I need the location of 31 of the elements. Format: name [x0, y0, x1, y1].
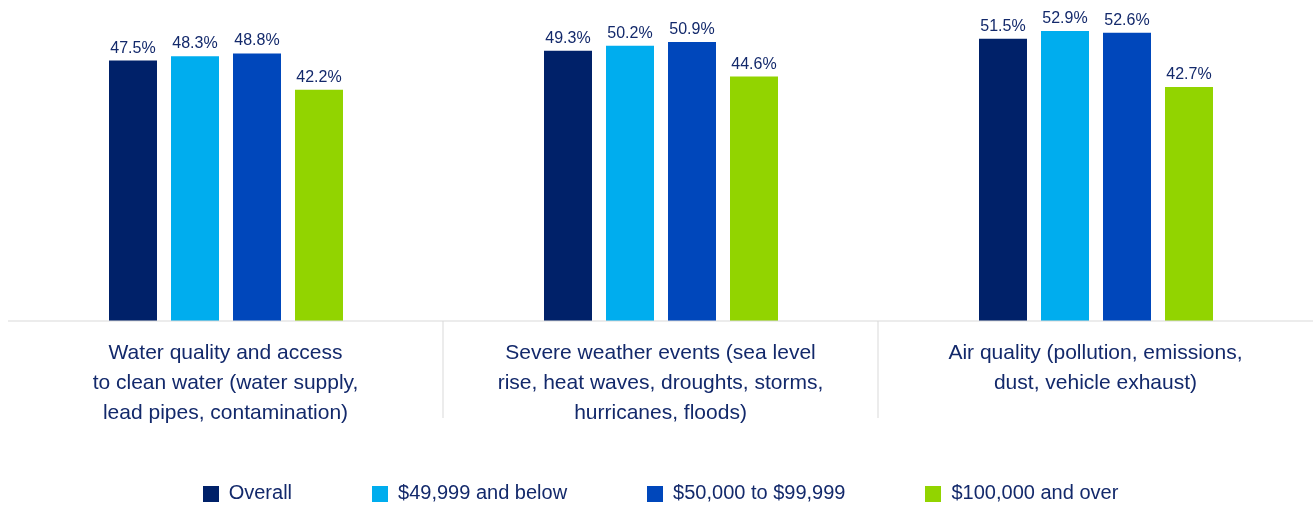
legend-label: Overall	[228, 481, 293, 503]
bar	[544, 50, 592, 321]
data-label: 49.3%	[545, 28, 591, 46]
data-label: 51.5%	[980, 16, 1026, 34]
data-label: 52.6%	[1104, 10, 1150, 28]
data-label: 42.2%	[296, 67, 342, 85]
bar	[1041, 31, 1089, 321]
data-label: 50.2%	[607, 23, 653, 41]
data-label: 52.9%	[1042, 9, 1088, 26]
data-label: 47.5%	[110, 38, 156, 56]
legend-label: $49,999 and below	[398, 481, 568, 503]
bar	[979, 38, 1027, 321]
bar	[171, 56, 219, 321]
legend-label: $100,000 and over	[951, 481, 1119, 503]
legend-label: $50,000 to $99,999	[673, 481, 846, 503]
bar	[606, 45, 654, 321]
bar	[730, 76, 778, 321]
bar	[1165, 86, 1213, 321]
x-tick-label: Water quality and access to clean water (water supply, lead pipes, contamination)	[92, 340, 359, 423]
data-label: 44.6%	[731, 54, 777, 72]
data-label: 42.7%	[1166, 64, 1212, 82]
x-tick-label: Air quality (pollution, emissions, dust, vehicle exhaust)	[948, 340, 1243, 393]
bar	[233, 53, 281, 321]
data-label: 48.8%	[234, 31, 280, 49]
bar	[668, 41, 716, 321]
x-tick-label: Severe weather events (sea level rise, heat waves, droughts, storms, hurricanes, floods)	[497, 340, 824, 423]
data-label: 50.9%	[669, 19, 715, 37]
data-label: 48.3%	[172, 34, 218, 52]
bar	[109, 60, 157, 321]
bar	[295, 89, 343, 321]
bar	[1103, 32, 1151, 321]
